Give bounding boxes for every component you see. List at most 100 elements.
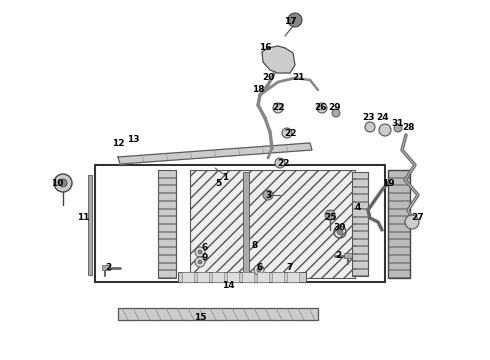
Bar (158, 224, 176, 231)
Bar (178, 272, 306, 282)
Circle shape (394, 124, 402, 132)
Text: 6: 6 (202, 243, 208, 252)
Text: 31: 31 (392, 118, 404, 127)
Bar (88, 175, 92, 275)
Circle shape (282, 128, 292, 138)
Circle shape (332, 109, 340, 117)
Bar (352, 179, 368, 186)
Bar (352, 172, 368, 276)
Bar (352, 239, 368, 245)
Circle shape (198, 250, 202, 254)
Bar (118, 308, 318, 320)
Bar (388, 201, 410, 208)
Text: 14: 14 (221, 280, 234, 289)
Bar (158, 208, 176, 215)
Bar (388, 170, 410, 278)
Circle shape (317, 103, 327, 113)
Bar (388, 262, 410, 269)
Text: 29: 29 (329, 104, 342, 112)
Polygon shape (262, 46, 295, 73)
Bar (95, 165, 385, 282)
Bar (352, 269, 368, 275)
Text: 11: 11 (77, 213, 89, 222)
Text: 22: 22 (272, 104, 284, 112)
Text: 5: 5 (215, 179, 221, 188)
Circle shape (254, 265, 264, 275)
Bar (352, 254, 368, 260)
Bar (158, 255, 176, 262)
Bar (388, 208, 410, 215)
Circle shape (365, 122, 375, 132)
Bar (158, 201, 176, 208)
Text: 15: 15 (194, 314, 206, 323)
Bar (190, 170, 355, 278)
Text: 2: 2 (335, 251, 341, 260)
Bar (352, 261, 368, 267)
Text: 26: 26 (314, 104, 326, 112)
Text: 20: 20 (262, 73, 274, 82)
Circle shape (405, 215, 419, 229)
Bar (388, 193, 410, 200)
Bar (388, 185, 410, 192)
Bar (227, 272, 239, 282)
Circle shape (195, 247, 205, 257)
Polygon shape (118, 143, 312, 164)
Circle shape (198, 260, 202, 264)
Bar (158, 262, 176, 269)
Bar (388, 170, 410, 177)
Bar (158, 185, 176, 192)
Bar (352, 202, 368, 208)
Text: 4: 4 (355, 203, 361, 212)
Text: 2: 2 (105, 264, 111, 273)
Circle shape (275, 158, 285, 168)
Bar (158, 170, 176, 278)
Bar (352, 209, 368, 216)
Bar (158, 270, 176, 277)
Bar (287, 272, 299, 282)
Bar (158, 247, 176, 254)
Circle shape (273, 103, 283, 113)
Bar (158, 239, 176, 246)
Text: 19: 19 (382, 179, 394, 188)
Text: 22: 22 (277, 158, 289, 167)
Text: 8: 8 (252, 240, 258, 249)
Bar (243, 172, 249, 276)
Bar (352, 246, 368, 253)
Bar (344, 253, 352, 258)
Text: 10: 10 (51, 179, 63, 188)
Bar (388, 270, 410, 277)
Text: 28: 28 (402, 123, 414, 132)
Text: 17: 17 (284, 18, 296, 27)
Circle shape (263, 190, 273, 200)
Bar (212, 272, 224, 282)
Text: 3: 3 (265, 190, 271, 199)
Bar (352, 231, 368, 238)
Text: 7: 7 (287, 264, 293, 273)
Bar (388, 224, 410, 231)
Bar (388, 178, 410, 184)
Bar (182, 272, 194, 282)
Text: 21: 21 (292, 73, 304, 82)
Bar (352, 217, 368, 223)
Text: 18: 18 (252, 85, 264, 94)
Bar (257, 272, 269, 282)
Bar (158, 193, 176, 200)
Circle shape (54, 174, 72, 192)
Text: 6: 6 (257, 264, 263, 273)
Text: 23: 23 (362, 113, 374, 122)
Text: 13: 13 (127, 135, 139, 144)
Bar (158, 216, 176, 223)
Bar (158, 170, 176, 177)
Circle shape (288, 13, 302, 27)
Circle shape (325, 210, 335, 220)
Bar (352, 194, 368, 201)
Bar (158, 178, 176, 184)
Bar (388, 247, 410, 254)
Text: 27: 27 (412, 213, 424, 222)
Text: 9: 9 (202, 253, 208, 262)
Circle shape (379, 124, 391, 136)
Bar (388, 255, 410, 262)
Bar (102, 265, 110, 270)
Text: 24: 24 (377, 113, 390, 122)
Circle shape (59, 179, 67, 187)
